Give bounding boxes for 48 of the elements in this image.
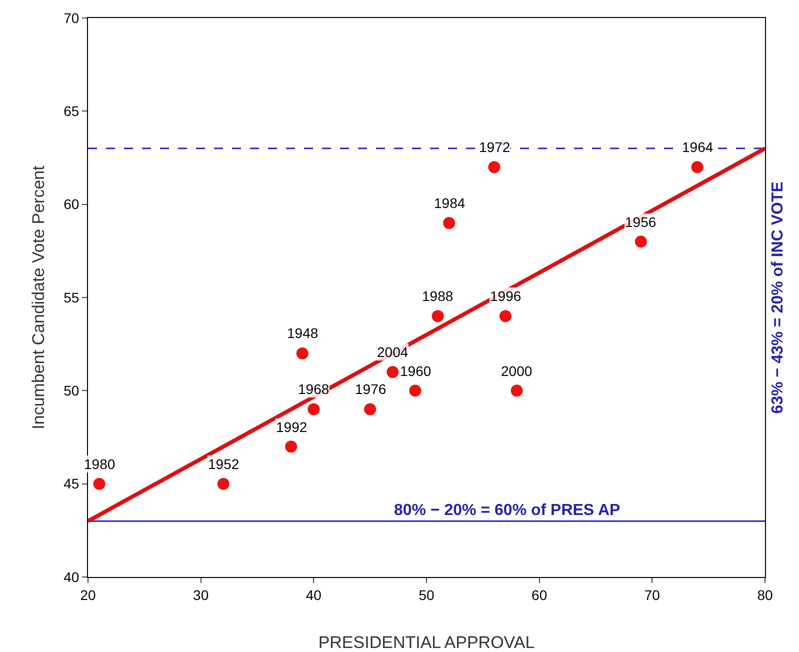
y-axis-title: Incumbent Candidate Vote Percent [29, 165, 48, 430]
point [296, 347, 308, 360]
point [217, 478, 230, 490]
point [443, 216, 456, 229]
annotation: 1996 [490, 288, 522, 304]
x-tick-label: 20 [80, 586, 96, 603]
x-tick-label: 80 [757, 586, 773, 603]
y-tick-label: 65 [64, 103, 80, 120]
point [432, 310, 444, 322]
annotation: 1992 [276, 419, 308, 435]
x-tick-label: 30 [193, 586, 209, 603]
annotation: 1964 [682, 139, 714, 155]
point [634, 236, 647, 248]
x-tick-label: 70 [644, 586, 660, 603]
y-tick-label: 55 [64, 289, 80, 306]
y-tick-label: 40 [64, 568, 80, 585]
annotation: 1988 [422, 288, 454, 304]
annotation: 2004 [377, 344, 408, 360]
point [510, 384, 523, 397]
point [308, 403, 320, 416]
x-tick-label: 60 [532, 586, 548, 603]
point [93, 478, 106, 490]
annotation: 1968 [298, 381, 330, 397]
point [499, 310, 512, 322]
annotation: 1956 [625, 214, 656, 230]
point [409, 384, 422, 397]
annotation: 2000 [501, 363, 532, 379]
x-axis-title: PRESIDENTIAL APPROVAL [318, 633, 535, 652]
annotation: 1972 [479, 139, 510, 155]
annotation: 1980 [84, 456, 116, 472]
annotation: 80% − 20% = 60% of PRES AP [394, 502, 621, 519]
annotation: 1976 [355, 381, 386, 397]
point [364, 403, 376, 416]
text: 63% − 43% = 20% of INC VOTE [770, 181, 787, 414]
x-tick-label: 40 [306, 586, 322, 603]
annotation: 1952 [208, 456, 240, 472]
point [285, 440, 298, 453]
y-tick-label: 60 [64, 196, 80, 212]
point [386, 366, 399, 378]
y-tick-label: 45 [64, 476, 80, 492]
y-tick-label: 50 [64, 382, 80, 399]
x-tick-label: 50 [418, 586, 434, 603]
point [488, 161, 500, 174]
annotation: 1948 [287, 325, 318, 341]
point [691, 161, 704, 174]
annotation: 1984 [434, 195, 466, 211]
y-tick-label: 70 [64, 10, 80, 26]
annotation: 1960 [400, 363, 432, 379]
